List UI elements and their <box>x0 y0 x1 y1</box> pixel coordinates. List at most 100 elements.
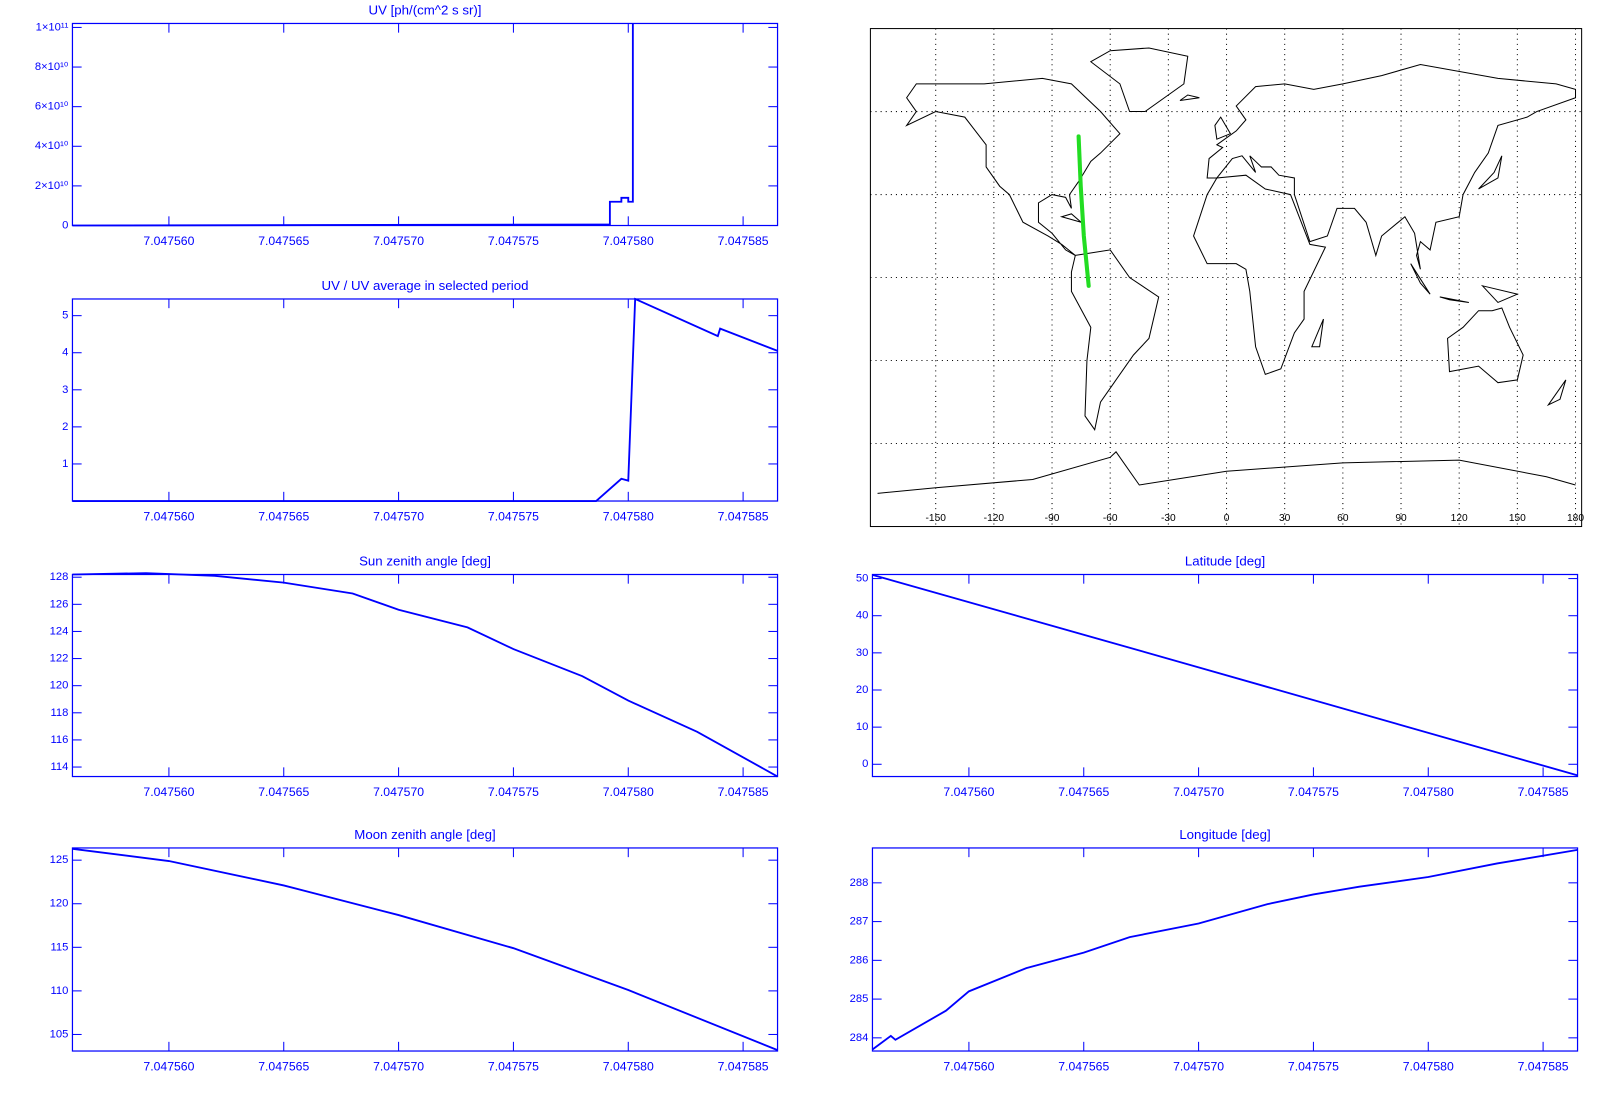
y-tick-label: 20 <box>856 684 868 696</box>
x-tick-label: 150 <box>1509 513 1526 524</box>
coastline <box>1179 94 1200 102</box>
x-tick-label: 7.047585 <box>1518 785 1569 799</box>
x-tick-label: 7.047585 <box>718 785 769 799</box>
x-tick-label: 0 <box>1224 513 1230 524</box>
coastline <box>1478 155 1503 190</box>
x-tick-label: 7.047575 <box>488 1060 539 1074</box>
coastline <box>877 451 1576 494</box>
y-tick-label: 50 <box>856 573 868 585</box>
y-tick-label: 126 <box>50 598 69 610</box>
x-tick-label: 7.047585 <box>718 234 769 248</box>
x-tick-label: 7.047580 <box>603 785 654 799</box>
x-tick-label: 7.047575 <box>488 785 539 799</box>
data-line <box>72 23 634 227</box>
y-tick-label: 1×10¹¹ <box>36 21 69 33</box>
plot-frame <box>871 573 1579 778</box>
data-line <box>871 848 1578 1051</box>
x-tick-label: 7.047585 <box>718 1060 769 1074</box>
y-tick-label: 2 <box>62 421 68 433</box>
plot-frame <box>71 298 779 502</box>
chart-title: UV / UV average in selected period <box>322 278 529 293</box>
y-tick-label: 286 <box>850 954 869 966</box>
y-tick-label: 8×10¹⁰ <box>35 61 69 73</box>
x-tick-label: 7.047580 <box>603 234 654 248</box>
y-tick-label: 105 <box>50 1028 69 1040</box>
y-tick-label: 120 <box>50 898 69 910</box>
coastline <box>1214 116 1232 140</box>
y-tick-label: 124 <box>50 625 69 637</box>
x-tick-label: -30 <box>1161 513 1176 524</box>
y-tick-label: 128 <box>50 571 69 583</box>
x-tick-label: 180 <box>1567 513 1584 524</box>
y-tick-label: 284 <box>850 1032 869 1044</box>
x-tick-label: 7.047565 <box>1058 1060 1109 1074</box>
y-tick-label: 0 <box>862 758 868 770</box>
x-tick-label: 7.047560 <box>943 1060 994 1074</box>
y-tick-label: 110 <box>50 985 68 997</box>
y-tick-label: 122 <box>50 653 69 665</box>
y-tick-label: 4×10¹⁰ <box>35 140 69 152</box>
coastline <box>1439 296 1469 303</box>
y-tick-label: 30 <box>856 647 868 659</box>
x-tick-label: 7.047560 <box>143 510 194 524</box>
x-tick-label: 7.047585 <box>718 510 769 524</box>
data-line <box>72 847 778 1052</box>
x-tick-label: 7.047565 <box>1058 785 1109 799</box>
x-tick-label: 7.047575 <box>1288 785 1339 799</box>
chart-title: Sun zenith angle [deg] <box>359 554 491 569</box>
x-tick-label: 7.047575 <box>1288 1060 1339 1074</box>
x-tick-label: 7.047580 <box>603 510 654 524</box>
coastline <box>1206 63 1577 270</box>
coastline <box>1059 213 1082 223</box>
y-tick-label: 4 <box>62 347 68 359</box>
x-tick-label: 7.047570 <box>373 1060 424 1074</box>
x-tick-label: 60 <box>1337 513 1349 524</box>
x-tick-label: 7.047565 <box>258 234 309 248</box>
x-tick-label: -90 <box>1045 513 1060 524</box>
x-tick-label: 30 <box>1279 513 1291 524</box>
y-tick-label: 285 <box>850 993 869 1005</box>
y-tick-label: 115 <box>50 941 68 953</box>
chart-title: Longitude [deg] <box>1179 827 1270 842</box>
y-tick-label: 6×10¹⁰ <box>35 101 69 113</box>
plot-frame <box>71 22 779 227</box>
y-tick-label: 10 <box>856 721 868 733</box>
plot-frame <box>71 573 779 778</box>
x-tick-label: 7.047580 <box>603 1060 654 1074</box>
y-tick-label: 0 <box>62 219 68 231</box>
x-tick-label: 7.047570 <box>1173 1060 1224 1074</box>
y-tick-label: 125 <box>50 854 69 866</box>
x-tick-label: 7.047575 <box>488 510 539 524</box>
x-tick-label: 7.047585 <box>1518 1060 1569 1074</box>
x-tick-label: 7.047565 <box>258 1060 309 1074</box>
y-tick-label: 1 <box>62 458 68 470</box>
x-tick-label: -150 <box>926 513 947 524</box>
x-tick-label: 7.047570 <box>373 510 424 524</box>
y-tick-label: 5 <box>62 310 68 322</box>
x-tick-label: 7.047570 <box>373 234 424 248</box>
x-tick-label: 90 <box>1395 513 1407 524</box>
y-tick-label: 118 <box>50 707 68 719</box>
data-line <box>72 297 778 502</box>
plot-frame <box>71 847 779 1052</box>
x-tick-label: 7.047580 <box>1403 785 1454 799</box>
y-tick-label: 116 <box>50 734 68 746</box>
coastline <box>1089 47 1189 113</box>
coastline <box>905 77 1121 256</box>
coastline <box>1410 263 1431 295</box>
x-tick-label: 120 <box>1451 513 1468 524</box>
chart-title: UV [ph/(cm^2 s sr)] <box>369 3 482 18</box>
coastline <box>1480 284 1519 304</box>
x-tick-label: 7.047570 <box>373 785 424 799</box>
map-frame <box>869 28 1583 528</box>
y-tick-label: 287 <box>850 916 869 928</box>
x-tick-label: 7.047560 <box>143 1060 194 1074</box>
coastline <box>1546 379 1567 407</box>
x-tick-label: 7.047560 <box>943 785 994 799</box>
x-tick-label: 7.047560 <box>143 785 194 799</box>
data-line <box>872 573 1578 777</box>
coastline <box>1193 174 1327 376</box>
y-tick-label: 120 <box>50 680 69 692</box>
